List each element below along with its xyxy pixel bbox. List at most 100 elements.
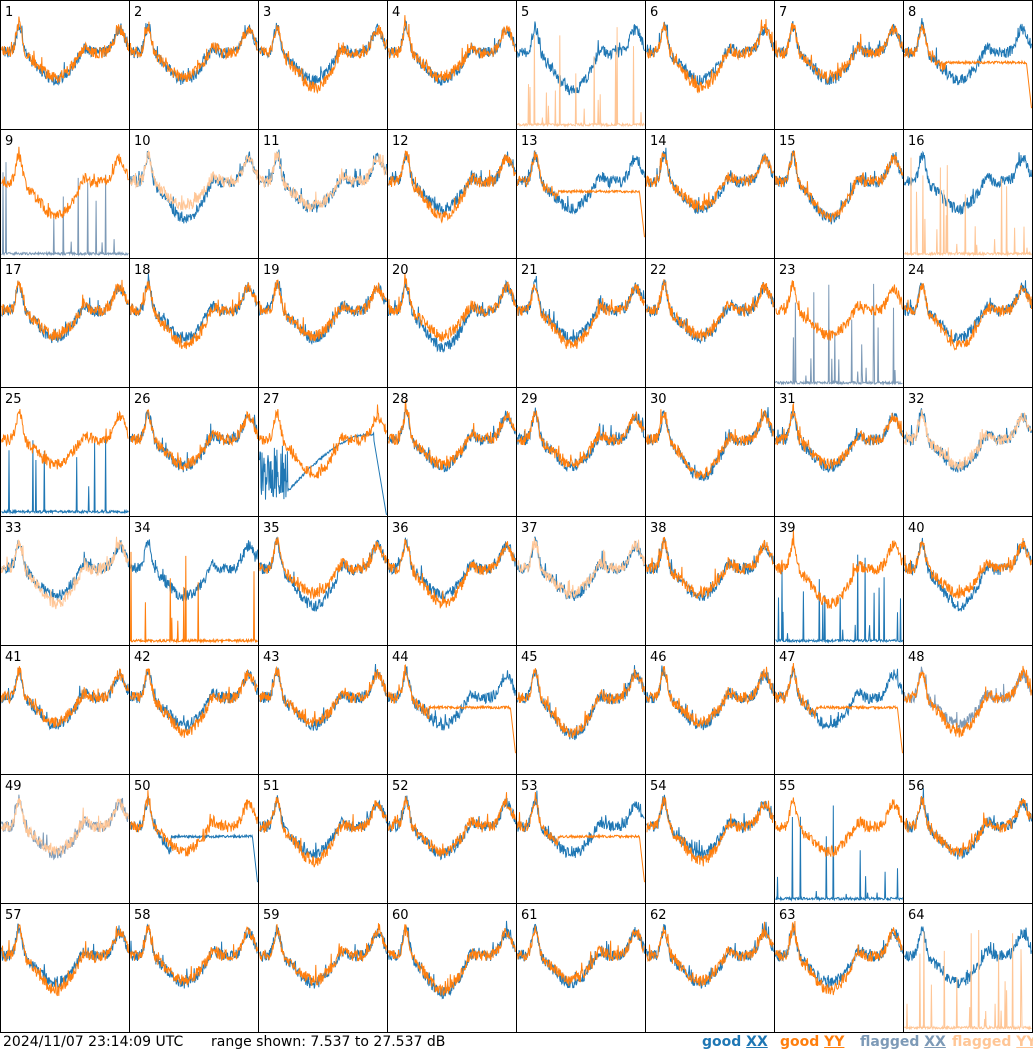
antenna-panel: 30 xyxy=(646,392,774,482)
series-yy-line xyxy=(517,537,645,599)
legend-good-xx-pol: XX xyxy=(746,1034,768,1050)
series-yy-line xyxy=(259,24,387,95)
series-yy-line xyxy=(775,22,903,84)
legend-flagged-xx: flagged XX xyxy=(860,1034,946,1050)
series-yy-line xyxy=(904,283,1032,351)
series-yy-line xyxy=(130,790,258,857)
series-xx-line xyxy=(775,283,903,386)
panel-label: 13 xyxy=(521,134,538,149)
antenna-panel: 5 xyxy=(517,5,645,128)
series-xx-line xyxy=(130,923,258,989)
panel-label: 16 xyxy=(908,134,925,149)
antenna-panel: 46 xyxy=(646,650,774,731)
antenna-panel: 49 xyxy=(1,779,129,861)
series-yy-line xyxy=(130,409,258,471)
series-xx-line xyxy=(646,21,774,86)
antenna-panel: 15 xyxy=(775,134,903,225)
antenna-panel: 55 xyxy=(775,779,903,902)
panel-label: 9 xyxy=(5,134,13,149)
antenna-panel: 28 xyxy=(388,392,516,473)
series-yy-line xyxy=(646,796,774,867)
antenna-panel: 37 xyxy=(517,521,645,602)
antenna-panel: 8 xyxy=(904,5,1032,109)
antenna-panel: 33 xyxy=(1,521,129,610)
series-xx-line xyxy=(517,536,645,602)
series-yy-line xyxy=(1,146,129,220)
legend-good-yy-pol: YY xyxy=(824,1034,845,1050)
panel-label: 37 xyxy=(521,521,538,536)
antenna-panel: 32 xyxy=(904,392,1032,473)
antenna-panel: 26 xyxy=(130,392,258,473)
panel-label: 27 xyxy=(263,392,280,407)
antenna-panel: 14 xyxy=(646,134,774,215)
series-yy-line xyxy=(775,530,903,609)
series-yy-line xyxy=(1,16,129,83)
antenna-panel: 38 xyxy=(646,521,774,601)
series-yy-line xyxy=(646,152,774,212)
panel-label: 18 xyxy=(134,263,151,278)
antenna-panel: 11 xyxy=(259,134,387,213)
series-yy-line xyxy=(259,665,387,727)
panel-label: 49 xyxy=(5,779,22,794)
series-yy-line xyxy=(904,157,1032,257)
panel-label: 36 xyxy=(392,521,409,536)
panel-label: 53 xyxy=(521,779,538,794)
panel-label: 43 xyxy=(263,650,280,665)
series-yy-line xyxy=(259,797,387,868)
antenna-panel: 6 xyxy=(646,5,774,94)
panel-label: 39 xyxy=(779,521,796,536)
panel-label: 34 xyxy=(134,521,151,536)
antenna-panel: 17 xyxy=(1,263,129,344)
panel-label: 5 xyxy=(521,5,529,20)
panel-label: 2 xyxy=(134,5,142,20)
antenna-panel: 9 xyxy=(1,134,129,257)
panel-label: 23 xyxy=(779,263,796,278)
antenna-panel: 36 xyxy=(388,521,516,609)
panel-label: 60 xyxy=(392,908,409,923)
panel-label: 30 xyxy=(650,392,667,407)
panel-label: 63 xyxy=(779,908,796,923)
antenna-panel: 44 xyxy=(388,650,516,754)
antenna-panel: 7 xyxy=(775,5,903,86)
series-xx-line xyxy=(388,666,516,731)
panel-label: 50 xyxy=(134,779,151,794)
panel-label: 58 xyxy=(134,908,151,923)
panel-label: 42 xyxy=(134,650,151,665)
series-yy-line xyxy=(517,27,645,128)
antenna-panel: 59 xyxy=(259,908,387,989)
series-yy-line xyxy=(1,536,129,610)
antenna-panel: 54 xyxy=(646,779,774,867)
antenna-panel: 48 xyxy=(904,650,1032,738)
panel-label: 12 xyxy=(392,134,409,149)
series-yy-line xyxy=(388,273,516,342)
panel-label: 48 xyxy=(908,650,925,665)
panel-label: 46 xyxy=(650,650,667,665)
series-xx-line xyxy=(1,162,129,257)
antenna-panel: 39 xyxy=(775,521,903,644)
panel-label: 22 xyxy=(650,263,667,278)
antenna-panel: 51 xyxy=(259,779,387,868)
panel-label: 56 xyxy=(908,779,925,794)
panel-label: 44 xyxy=(392,650,409,665)
antenna-panel: 34 xyxy=(130,521,258,644)
antenna-panel: 10 xyxy=(130,134,258,224)
panel-label: 14 xyxy=(650,134,667,149)
series-yy-line xyxy=(646,279,774,342)
antenna-panel: 18 xyxy=(130,263,258,350)
panel-label: 20 xyxy=(392,263,409,278)
panel-label: 32 xyxy=(908,392,925,407)
series-xx-line xyxy=(388,20,516,86)
series-yy-line xyxy=(1,923,129,997)
series-xx-line xyxy=(130,795,258,883)
panel-label: 8 xyxy=(908,5,916,20)
footer-bar: 2024/11/07 23:14:09 UTC range shown: 7.5… xyxy=(0,1033,1033,1053)
series-yy-line xyxy=(775,402,903,471)
series-yy-line xyxy=(259,151,387,212)
panel-label: 52 xyxy=(392,779,409,794)
series-yy-line xyxy=(775,797,903,858)
panel-label: 19 xyxy=(263,263,280,278)
antenna-panel: 41 xyxy=(1,650,129,731)
series-yy-line xyxy=(130,280,258,350)
panel-label: 47 xyxy=(779,650,796,665)
